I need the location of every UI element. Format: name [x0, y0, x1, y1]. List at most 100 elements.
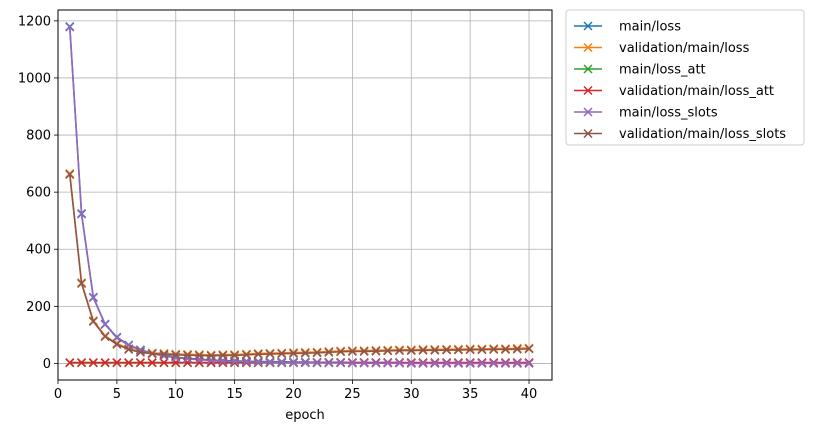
data-point	[100, 320, 110, 330]
data-point	[465, 358, 475, 368]
y-tick-label: 200	[26, 300, 51, 315]
legend-label: main/loss_att	[619, 63, 706, 78]
data-point	[430, 345, 440, 355]
data-point	[371, 358, 381, 368]
data-point	[394, 346, 405, 356]
series-validation-main-loss-slots	[65, 169, 534, 361]
data-point	[124, 358, 134, 368]
data-point	[277, 357, 287, 367]
data-point	[359, 358, 369, 368]
data-point	[88, 358, 98, 368]
data-point	[183, 350, 193, 360]
x-tick-label: 15	[226, 387, 243, 402]
data-point	[159, 358, 169, 368]
data-point	[406, 358, 416, 368]
legend-label: main/loss	[619, 20, 681, 35]
data-point	[347, 346, 357, 356]
data-point	[112, 339, 122, 349]
data-point	[477, 358, 487, 368]
data-point	[265, 357, 275, 367]
x-axis-ticks: 0 5 10 15 20 25 30 35 40	[54, 380, 537, 402]
data-point	[524, 358, 534, 368]
data-point	[465, 345, 475, 355]
data-point	[300, 348, 310, 358]
data-point	[206, 351, 216, 361]
data-point	[100, 332, 110, 342]
data-point	[77, 209, 87, 219]
data-point	[418, 358, 428, 368]
plot-frame	[57, 9, 553, 381]
x-tick-label: 25	[344, 387, 361, 402]
x-tick-label: 5	[113, 387, 121, 402]
legend-label: validation/main/loss_att	[619, 84, 774, 99]
data-point	[241, 357, 251, 367]
data-point	[112, 358, 122, 368]
data-point	[77, 358, 87, 368]
legend-item: validation/main/loss_slots	[574, 127, 786, 142]
legend-label: main/loss_slots	[619, 106, 718, 121]
legend-box	[565, 9, 805, 146]
data-point	[312, 348, 322, 358]
legend-item: validation/main/loss_att	[574, 84, 774, 99]
series-line	[68, 174, 530, 357]
x-axis-label: epoch	[285, 408, 325, 423]
data-point	[230, 358, 240, 368]
x-tick-label: 35	[462, 387, 479, 402]
y-tick-label: 600	[26, 186, 51, 201]
series-layer	[65, 22, 534, 368]
series-line	[68, 173, 530, 356]
data-point	[147, 358, 157, 368]
data-point	[500, 358, 511, 368]
data-point	[100, 358, 110, 368]
data-point	[453, 358, 463, 368]
y-axis-ticks: 0 200 400 600 800 1000 1200	[18, 14, 58, 372]
data-point	[135, 358, 145, 368]
data-point	[147, 349, 157, 359]
data-point	[336, 347, 346, 357]
data-point	[230, 350, 240, 360]
data-point	[159, 351, 169, 361]
data-point	[430, 358, 440, 368]
data-point	[183, 354, 193, 364]
legend-marker	[583, 42, 593, 53]
series-line	[68, 27, 530, 365]
data-point	[194, 350, 204, 360]
x-tick-label: 20	[285, 387, 302, 402]
data-point	[65, 22, 75, 32]
series-line	[68, 26, 530, 364]
data-point	[418, 345, 428, 355]
y-tick-label: 800	[26, 129, 51, 144]
data-point	[124, 344, 134, 354]
data-point	[489, 344, 499, 354]
data-point	[477, 345, 487, 355]
data-point	[88, 316, 98, 327]
data-point	[336, 358, 346, 368]
data-point	[218, 358, 228, 368]
y-tick-label: 1200	[18, 14, 51, 29]
grid-lines	[57, 10, 552, 380]
x-tick-label: 10	[167, 387, 184, 402]
legend-label: validation/main/loss	[619, 41, 750, 56]
data-point	[312, 358, 322, 368]
series-main-loss	[65, 22, 534, 368]
legend-item: main/loss_att	[574, 63, 706, 78]
y-tick-label: 1000	[18, 71, 51, 86]
data-point	[453, 345, 463, 355]
legend-label: validation/main/loss_slots	[619, 127, 786, 142]
data-point	[500, 344, 511, 354]
legend-marker	[583, 64, 593, 74]
data-point	[77, 278, 87, 289]
data-point	[359, 346, 369, 356]
data-point	[88, 293, 98, 303]
legend-marker	[583, 21, 593, 31]
data-point	[383, 358, 393, 368]
data-point	[65, 169, 75, 179]
data-point	[347, 358, 357, 368]
data-point	[277, 349, 287, 359]
data-point	[406, 346, 416, 356]
data-point	[324, 358, 334, 368]
data-point	[524, 344, 534, 354]
data-point	[112, 333, 122, 343]
data-point	[371, 346, 381, 356]
